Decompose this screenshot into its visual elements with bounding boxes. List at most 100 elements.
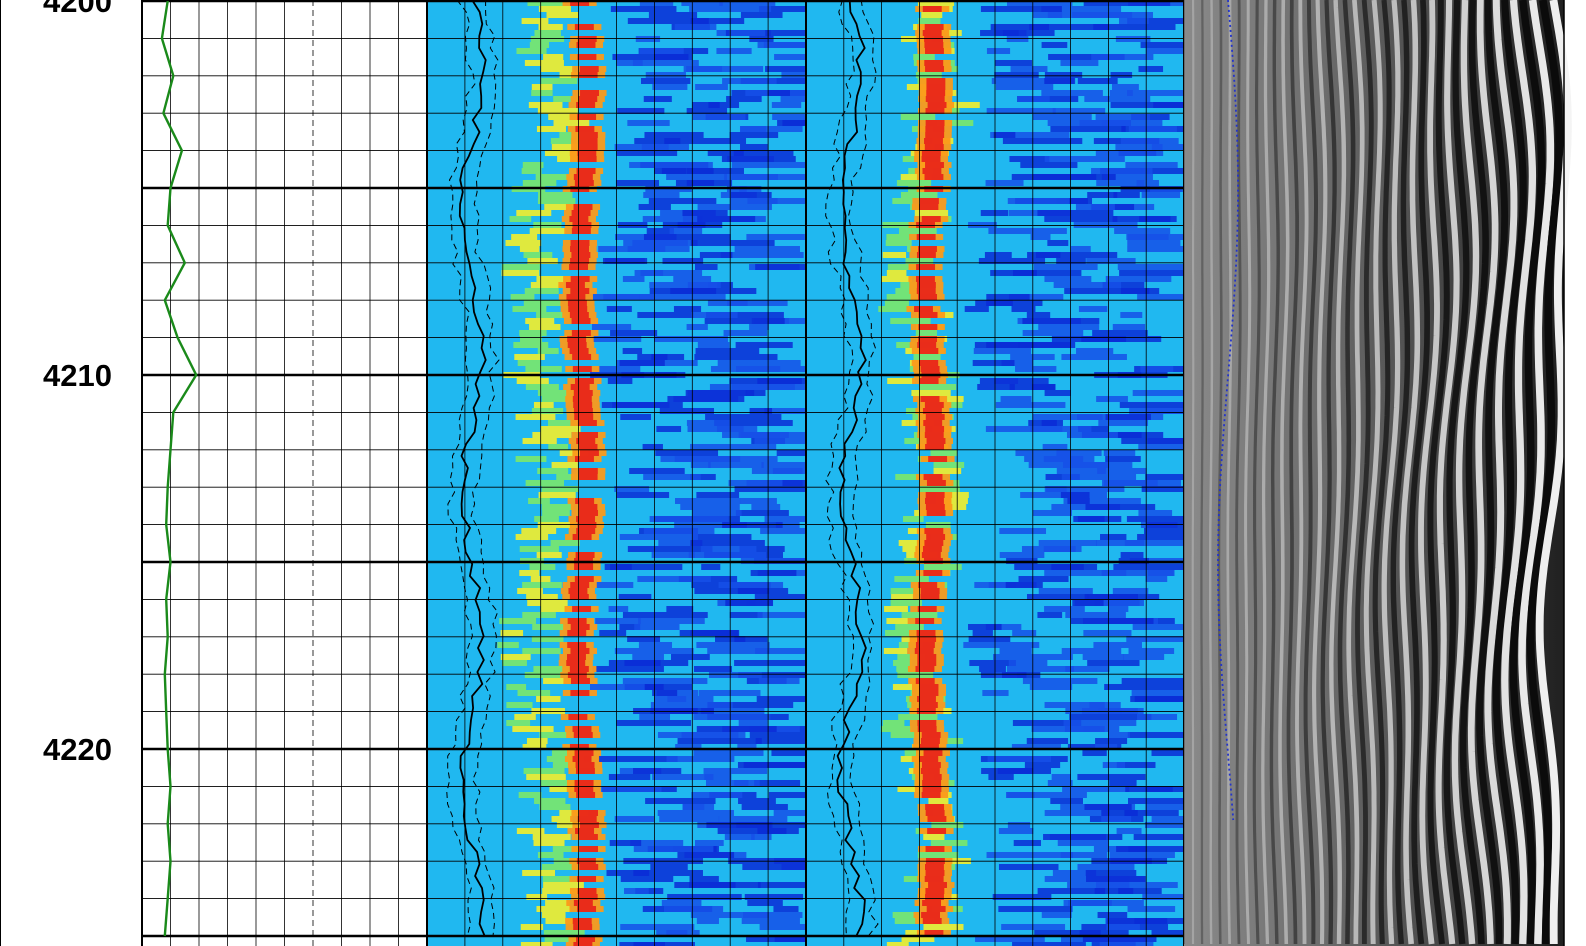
- heatmap-cell: [731, 192, 772, 198]
- heatmap-cell: [573, 204, 593, 210]
- heatmap-cell: [569, 666, 589, 672]
- heatmap-cell: [986, 48, 1011, 54]
- heatmap-cell: [999, 648, 1032, 654]
- heatmap-cell: [1077, 774, 1146, 780]
- heatmap-cell: [522, 438, 557, 444]
- heatmap-cell: [1082, 654, 1124, 660]
- heatmap-cell: [769, 480, 806, 486]
- heatmap-cell: [1044, 72, 1083, 78]
- heatmap-cell: [1111, 84, 1139, 90]
- heatmap-cell: [1095, 738, 1128, 744]
- heatmap-cell: [777, 120, 806, 126]
- waveform-stripe: [1492, 0, 1527, 945]
- heatmap-cell: [940, 102, 980, 108]
- heatmap-cell: [924, 42, 944, 48]
- heatmap-cell: [522, 180, 557, 186]
- heatmap-cell: [920, 594, 940, 600]
- heatmap-cell: [500, 654, 531, 660]
- heatmap-cell: [717, 360, 801, 366]
- heatmap-cell: [627, 120, 670, 126]
- heatmap-cell: [1083, 0, 1171, 6]
- heatmap-cell: [883, 648, 908, 654]
- heatmap-cell: [1095, 744, 1118, 750]
- heatmap-cell: [890, 588, 926, 594]
- heatmap-cell: [1145, 474, 1184, 480]
- heatmap-cell: [637, 312, 694, 318]
- heatmap-cell: [570, 624, 590, 630]
- heatmap-cell: [566, 294, 586, 300]
- heatmap-cell: [1092, 330, 1148, 336]
- heatmap-cell: [925, 66, 944, 72]
- heatmap-cell: [1136, 180, 1159, 186]
- heatmap-cell: [532, 432, 572, 438]
- heatmap-cell: [917, 342, 937, 348]
- heatmap-cell: [749, 324, 769, 330]
- heatmap-cell: [591, 582, 634, 588]
- heatmap-cell: [598, 756, 678, 762]
- heatmap-cell: [1151, 750, 1184, 756]
- heatmap-cell: [1101, 810, 1138, 816]
- waveform-stripe: [1427, 0, 1450, 945]
- heatmap-cell: [566, 660, 586, 666]
- heatmap-cell: [1008, 660, 1048, 666]
- heatmap-cell: [1044, 570, 1127, 576]
- heatmap-cell: [885, 240, 912, 246]
- heatmap-cell: [916, 288, 936, 294]
- heatmap-cell: [926, 438, 946, 444]
- heatmap-cell: [1099, 942, 1154, 946]
- heatmap-cell: [1005, 582, 1043, 588]
- heatmap-cell: [578, 444, 598, 450]
- heatmap-cell: [918, 18, 941, 24]
- heatmap-cell: [1095, 150, 1164, 156]
- heatmap-cell: [570, 648, 590, 654]
- heatmap-cell: [988, 228, 1067, 234]
- heatmap-cell: [616, 150, 678, 156]
- heatmap-cell: [686, 180, 715, 186]
- heatmap-cell: [656, 930, 688, 936]
- heatmap-cell: [917, 0, 955, 6]
- heatmap-cell: [579, 432, 598, 438]
- waveform-stripe: [1329, 0, 1347, 945]
- heatmap-cell: [925, 426, 945, 432]
- heatmap-cell: [530, 282, 564, 288]
- heatmap-cell: [501, 270, 540, 276]
- heatmap-cell: [1012, 720, 1082, 726]
- waveform-stripe: [1435, 0, 1460, 945]
- heatmap-cell: [1140, 366, 1174, 372]
- heatmap-cell: [1141, 486, 1184, 492]
- heatmap-cell: [659, 816, 720, 822]
- heatmap-cell: [724, 834, 755, 840]
- heatmap-cell: [576, 516, 596, 522]
- heatmap-cell: [924, 540, 944, 546]
- heatmap-cell: [922, 408, 942, 414]
- heatmap-cell: [601, 786, 662, 792]
- heatmap-cell: [1125, 162, 1178, 168]
- heatmap-cell: [570, 690, 590, 696]
- heatmap-cell: [733, 150, 794, 156]
- heatmap-cell: [708, 102, 740, 108]
- heatmap-cell: [643, 234, 731, 240]
- heatmap-cell: [693, 750, 764, 756]
- heatmap-cell: [1126, 516, 1184, 522]
- heatmap-cell: [1026, 738, 1069, 744]
- heatmap-cell: [757, 612, 806, 618]
- heatmap-cell: [648, 12, 698, 18]
- heatmap-cell: [1091, 54, 1154, 60]
- heatmap-cell: [497, 642, 519, 648]
- heatmap-cell: [525, 384, 559, 390]
- heatmap-cell: [1136, 714, 1178, 720]
- heatmap-cell: [522, 612, 556, 618]
- heatmap-cell: [643, 528, 715, 534]
- heatmap-cell: [520, 924, 544, 930]
- waveform-stripe: [1467, 0, 1499, 945]
- heatmap-cell: [1044, 216, 1118, 222]
- heatmap-cell: [651, 354, 685, 360]
- heatmap-cell: [773, 906, 799, 912]
- heatmap-cell: [633, 708, 698, 714]
- heatmap-cell: [701, 564, 721, 570]
- heatmap-cell: [666, 756, 735, 762]
- heatmap-cell: [886, 618, 908, 624]
- heatmap-cell: [689, 876, 719, 882]
- depth-tick-label: 4200: [43, 0, 112, 19]
- heatmap-cell: [578, 132, 598, 138]
